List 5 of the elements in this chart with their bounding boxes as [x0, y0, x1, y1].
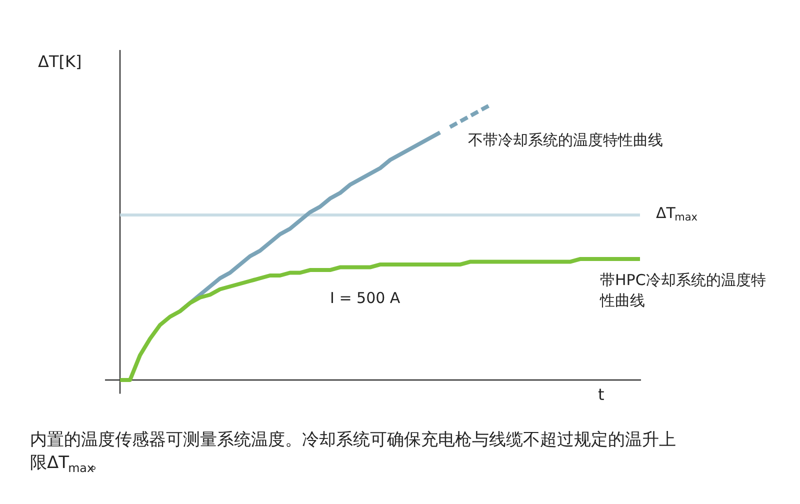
y-axis-title: ΔT[K] — [38, 52, 82, 71]
series-label: 不带冷却系统的温度特性曲线 — [468, 131, 663, 149]
series-label: 带HPC冷却系统的温度特性曲线 — [599, 271, 766, 310]
x-axis-title: t — [598, 385, 604, 404]
annotation: I = 500 A — [330, 289, 401, 307]
